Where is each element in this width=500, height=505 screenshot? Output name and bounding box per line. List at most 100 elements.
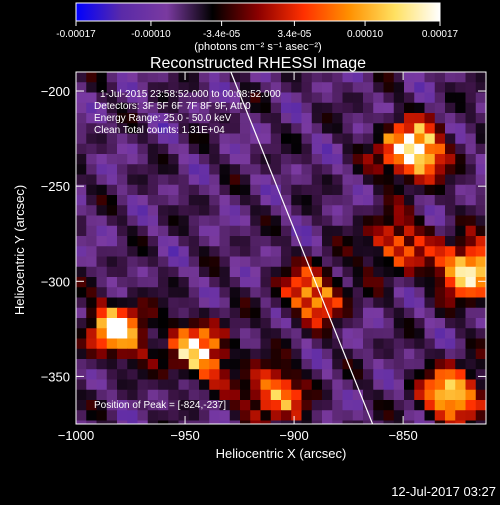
heatmap-pixel [86,359,97,370]
heatmap-pixel [281,379,292,391]
heatmap-pixel [342,215,354,227]
heatmap-pixel [209,256,220,268]
heatmap-pixel [424,102,436,114]
heatmap-pixel [229,266,241,278]
heatmap-pixel [137,236,149,247]
heatmap-pixel [311,143,323,155]
heatmap-pixel [383,184,395,196]
heatmap-pixel [76,379,87,391]
heatmap-pixel [281,328,292,339]
heatmap-pixel [434,102,446,114]
heatmap-pixel [168,236,179,247]
heatmap-pixel [147,72,159,83]
heatmap-pixel [219,410,231,421]
heatmap-pixel [404,236,415,247]
heatmap-pixel [475,400,486,411]
heatmap-pixel [301,410,313,421]
heatmap-pixel [322,369,333,380]
heatmap-pixel [106,338,118,350]
heatmap-pixel [373,82,384,93]
heatmap-pixel [86,143,97,155]
heatmap-pixel [178,379,190,391]
y-axis-ticks: −200 −250 −300 −350 [41,84,486,384]
heatmap-pixel [445,359,456,370]
heatmap-pixel [76,256,87,268]
heatmap-pixel [363,154,374,165]
heatmap-pixel [270,328,282,339]
heatmap-pixel [240,164,251,175]
heatmap-pixel [270,379,282,391]
heatmap-pixel [322,379,333,391]
heatmap-pixel [168,287,179,298]
heatmap-pixel [465,225,477,237]
heatmap-pixel [445,348,456,360]
heatmap-pixel [270,318,282,329]
heatmap-pixel [434,174,446,186]
heatmap-pixel [117,287,128,298]
heatmap-pixel [229,113,241,124]
heatmap-pixel [250,82,261,93]
heatmap-pixel [260,184,272,196]
heatmap-pixel [393,236,405,247]
heatmap-pixel [332,72,343,83]
heatmap-pixel [219,82,231,93]
heatmap-pixel [291,277,302,288]
heatmap-pixel [383,307,395,319]
heatmap-pixel [445,277,456,288]
heatmap-pixel [301,338,313,350]
heatmap-pixel [168,277,179,288]
heatmap-pixel [373,92,384,104]
heatmap-pixel [352,297,364,309]
heatmap-pixel [106,287,118,298]
heatmap-pixel [240,420,251,424]
heatmap-pixel [158,154,169,165]
heatmap-pixel [332,256,343,268]
heatmap-pixel [229,215,241,227]
heatmap-pixel [147,400,159,411]
heatmap-pixel [229,328,241,339]
colorbar-tick-label: -3.4e-05 [203,29,241,40]
heatmap-pixel [363,143,374,155]
heatmap-pixel [96,92,108,104]
heatmap-pixel [147,184,159,196]
heatmap-pixel [137,256,149,268]
heatmap-pixel [199,410,210,421]
heatmap-pixel [86,369,97,380]
heatmap-pixel [434,338,446,350]
heatmap-pixel [199,82,210,93]
heatmap-pixel [117,72,128,83]
heatmap-pixel [270,92,282,104]
heatmap-pixel [127,410,138,421]
heatmap-pixel [240,256,251,268]
heatmap-pixel [137,123,149,134]
heatmap-pixel [373,246,384,257]
heatmap-pixel [414,287,425,298]
heatmap-pixel [137,297,149,309]
heatmap-pixel [96,389,108,401]
heatmap-pixel [168,338,179,350]
heatmap-pixel [475,195,486,206]
heatmap-pixel [475,174,486,186]
heatmap-pixel [322,348,333,360]
heatmap-pixel [393,215,405,227]
heatmap-pixel [106,307,118,319]
heatmap-pixel [270,123,282,134]
heatmap-pixel [127,328,138,339]
heatmap-pixel [322,420,333,424]
heatmap-pixel [219,154,231,165]
heatmap-pixel [137,307,149,319]
heatmap-pixel [127,379,138,391]
heatmap-pixel [76,174,87,186]
heatmap-pixel [434,123,446,134]
heatmap-pixel [188,297,200,309]
heatmap-pixel [147,82,159,93]
heatmap-pixel [414,205,425,216]
heatmap-pixel [363,338,374,350]
heatmap-pixel [424,318,436,329]
heatmap-pixel [127,338,138,350]
heatmap-pixel [332,266,343,278]
heatmap-pixel [404,348,415,360]
heatmap-pixel [455,102,466,114]
heatmap-pixel [137,215,149,227]
heatmap-pixel [291,123,302,134]
